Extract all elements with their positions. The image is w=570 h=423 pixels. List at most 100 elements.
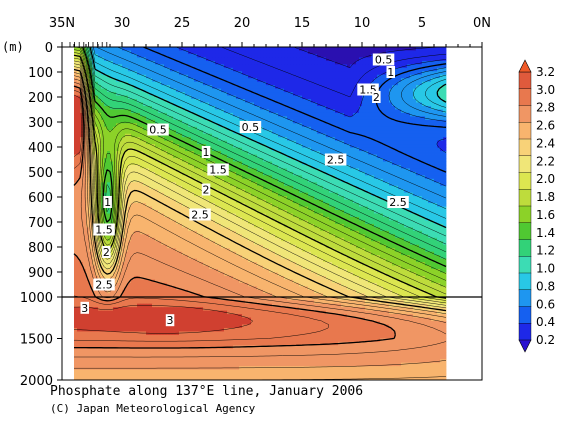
heat-cell bbox=[209, 112, 213, 117]
heat-cell bbox=[431, 81, 435, 86]
heat-cell bbox=[137, 171, 141, 176]
heat-cell bbox=[383, 95, 387, 100]
heat-cell bbox=[374, 164, 378, 169]
heat-cell bbox=[290, 151, 294, 155]
heat-cell bbox=[434, 88, 438, 93]
heat-cell bbox=[173, 64, 177, 69]
heat-cell bbox=[332, 182, 336, 187]
heat-cell bbox=[206, 119, 210, 124]
heat-cell bbox=[404, 140, 408, 145]
heat-cell bbox=[128, 47, 132, 51]
heat-cell bbox=[104, 105, 108, 110]
heat-cell bbox=[386, 119, 390, 124]
heat-cell bbox=[302, 178, 306, 183]
heat-cell bbox=[77, 67, 81, 72]
heat-cell bbox=[293, 60, 297, 65]
heat-cell bbox=[242, 158, 246, 162]
heat-cell bbox=[287, 178, 291, 183]
heat-cell bbox=[443, 53, 447, 58]
heat-cell bbox=[293, 137, 297, 142]
heat-cell bbox=[125, 64, 129, 69]
heat-cell bbox=[164, 182, 168, 187]
heat-cell bbox=[233, 105, 237, 110]
heat-cell bbox=[95, 99, 99, 103]
heat-cell bbox=[338, 144, 342, 148]
heat-cell bbox=[296, 92, 300, 96]
heat-cell bbox=[113, 60, 117, 65]
heat-cell bbox=[443, 126, 447, 131]
heat-cell bbox=[266, 119, 270, 124]
heat-cell bbox=[296, 126, 300, 131]
heat-cell bbox=[242, 92, 246, 96]
heat-cell bbox=[401, 164, 405, 169]
heat-cell bbox=[134, 50, 138, 55]
heat-cell bbox=[293, 116, 297, 121]
heat-cell bbox=[356, 60, 360, 65]
heat-cell bbox=[296, 60, 300, 65]
heat-cell bbox=[116, 119, 120, 124]
heat-cell bbox=[344, 147, 348, 152]
heat-cell bbox=[239, 182, 243, 187]
heat-cell bbox=[272, 164, 276, 169]
heat-cell bbox=[134, 158, 138, 162]
heat-cell bbox=[125, 116, 129, 121]
heat-cell bbox=[386, 158, 390, 162]
heat-cell bbox=[89, 119, 93, 124]
heat-cell bbox=[293, 102, 297, 107]
heat-cell bbox=[146, 151, 150, 155]
heat-cell bbox=[404, 102, 408, 107]
heat-cell bbox=[86, 133, 90, 138]
heat-cell bbox=[395, 112, 399, 117]
heat-cell bbox=[167, 161, 171, 166]
heat-cell bbox=[272, 175, 276, 180]
heat-cell bbox=[275, 119, 279, 124]
heat-cell bbox=[329, 85, 333, 90]
heat-cell bbox=[188, 99, 192, 103]
heat-cell bbox=[380, 81, 384, 86]
heat-cell bbox=[149, 133, 153, 138]
heat-cell bbox=[209, 182, 213, 187]
heat-cell bbox=[311, 158, 315, 162]
heat-cell bbox=[212, 81, 216, 86]
heat-cell bbox=[437, 50, 441, 55]
heat-cell bbox=[290, 47, 294, 51]
heat-cell bbox=[368, 158, 372, 162]
heat-cell bbox=[170, 182, 174, 187]
heat-cell bbox=[257, 105, 261, 110]
heat-cell bbox=[377, 158, 381, 162]
heat-cell bbox=[431, 109, 435, 114]
heat-cell bbox=[176, 147, 180, 152]
heat-cell bbox=[179, 123, 183, 128]
heat-cell bbox=[221, 105, 225, 110]
heat-cell bbox=[170, 168, 174, 173]
heat-cell bbox=[308, 151, 312, 155]
heat-cell bbox=[419, 81, 423, 86]
heat-cell bbox=[215, 158, 219, 162]
heat-cell bbox=[353, 67, 357, 72]
heat-cell bbox=[164, 144, 168, 148]
heat-cell bbox=[440, 140, 444, 145]
heat-cell bbox=[113, 116, 117, 121]
heat-cell bbox=[437, 126, 441, 131]
heat-cell bbox=[107, 112, 111, 117]
heat-cell bbox=[224, 78, 228, 83]
heat-cell bbox=[185, 116, 189, 121]
heat-cell bbox=[260, 147, 264, 152]
heat-cell bbox=[344, 64, 348, 69]
heat-cell bbox=[437, 105, 441, 110]
heat-cell bbox=[299, 99, 303, 103]
heat-cell bbox=[371, 119, 375, 124]
heat-cell bbox=[332, 53, 336, 58]
heat-cell bbox=[185, 185, 189, 190]
heat-cell bbox=[299, 53, 303, 58]
heat-cell bbox=[440, 50, 444, 55]
heat-cell bbox=[431, 182, 435, 187]
heat-cell bbox=[398, 158, 402, 162]
heat-cell bbox=[338, 178, 342, 183]
heat-cell bbox=[143, 133, 147, 138]
heat-cell bbox=[419, 109, 423, 114]
heat-cell bbox=[326, 64, 330, 69]
heat-cell bbox=[284, 151, 288, 155]
heat-cell bbox=[269, 109, 273, 114]
heat-cell bbox=[422, 95, 426, 100]
